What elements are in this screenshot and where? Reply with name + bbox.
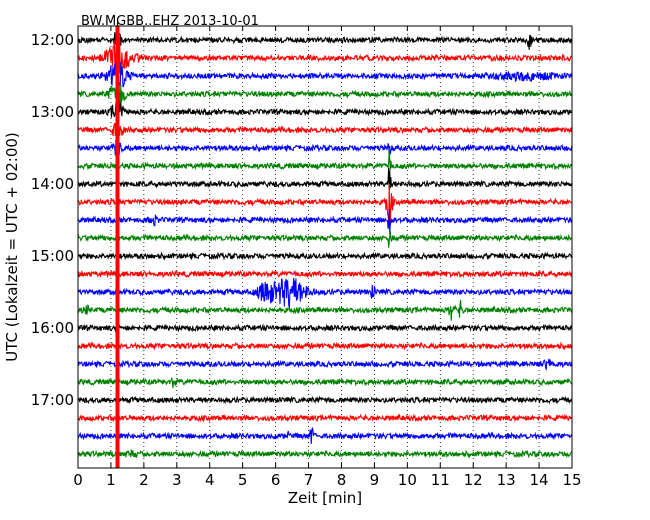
seismic-trace <box>77 22 573 61</box>
x-tick-label: 15 <box>562 471 581 489</box>
x-tick-label: 3 <box>172 471 182 489</box>
seismic-trace <box>77 62 573 88</box>
y-tick-label: 13:00 <box>31 103 74 121</box>
x-tick-label: 12 <box>464 471 483 489</box>
seismic-trace <box>77 138 573 158</box>
x-tick-label: 1 <box>106 471 116 489</box>
y-tick-label: 17:00 <box>31 391 74 409</box>
y-tick-label: 15:00 <box>31 247 74 265</box>
x-tick-label: 9 <box>370 471 380 489</box>
seismic-trace <box>77 427 573 444</box>
y-axis: 12:00 13:00 14:00 15:00 16:00 17:00 <box>31 31 83 409</box>
seismic-trace <box>77 83 573 106</box>
x-tick-label: 7 <box>304 471 314 489</box>
seismic-trace <box>77 358 573 372</box>
chart-title: BW.MGBB..EHZ 2013-10-01 <box>81 14 259 29</box>
seismic-trace <box>77 413 573 423</box>
y-tick-label: 16:00 <box>31 319 74 337</box>
seismic-trace <box>77 341 573 351</box>
seismic-trace <box>77 278 573 309</box>
x-axis: 0 1 2 3 4 5 6 7 8 9 10 11 12 13 14 15 <box>73 26 582 489</box>
continuous-signal-band <box>115 26 120 468</box>
y-axis-label: UTC (Lokalzeit = UTC + 02:00) <box>3 132 21 362</box>
seismic-trace <box>77 299 573 321</box>
x-tick-label: 14 <box>530 471 549 489</box>
x-tick-label: 4 <box>205 471 215 489</box>
seismic-trace <box>77 36 573 78</box>
seismic-trace <box>77 101 573 118</box>
x-tick-label: 5 <box>238 471 248 489</box>
seismic-trace <box>77 269 573 279</box>
seismic-trace <box>77 448 573 459</box>
y-tick-label: 14:00 <box>31 175 74 193</box>
x-tick-label: 6 <box>271 471 281 489</box>
seismic-trace <box>77 251 573 261</box>
seismic-trace <box>77 184 573 228</box>
x-axis-label: Zeit [min] <box>288 489 362 507</box>
seismic-trace <box>77 120 573 141</box>
grid-layer <box>110 26 540 468</box>
x-tick-label: 8 <box>337 471 347 489</box>
seismic-trace <box>77 395 573 405</box>
x-tick-label: 0 <box>73 471 83 489</box>
plot-frame <box>77 25 573 469</box>
seismic-trace <box>77 323 573 333</box>
seismic-trace <box>77 209 573 235</box>
x-tick-label: 2 <box>139 471 149 489</box>
seismic-trace <box>77 230 573 248</box>
seismic-trace <box>77 167 573 191</box>
seismic-trace <box>77 377 573 388</box>
y-tick-label: 12:00 <box>31 31 74 49</box>
seismic-trace <box>77 148 573 171</box>
x-tick-label: 11 <box>431 471 450 489</box>
x-tick-label: 10 <box>398 471 417 489</box>
traces-layer <box>77 22 573 468</box>
x-tick-label: 13 <box>497 471 516 489</box>
